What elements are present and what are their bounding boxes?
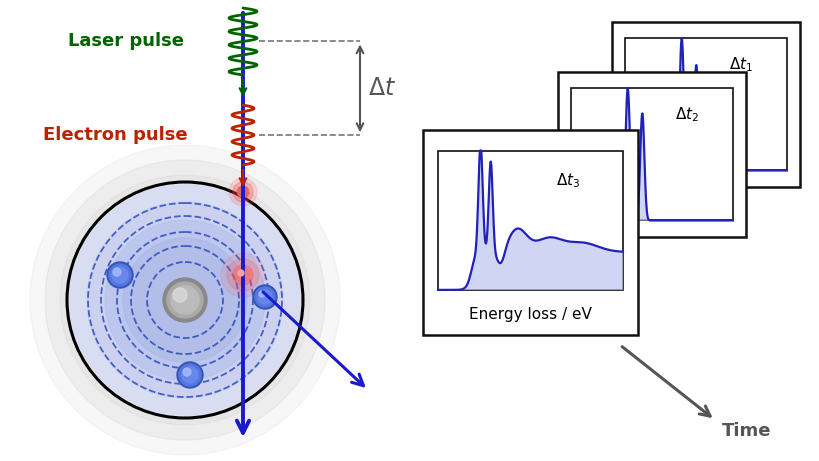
Circle shape: [236, 268, 250, 282]
Circle shape: [113, 268, 121, 276]
Circle shape: [30, 145, 340, 455]
Circle shape: [173, 288, 187, 302]
Circle shape: [258, 290, 272, 304]
Circle shape: [171, 286, 199, 314]
Text: $\Delta t$: $\Delta t$: [368, 76, 396, 100]
Circle shape: [259, 291, 265, 297]
Circle shape: [255, 287, 274, 307]
Circle shape: [179, 364, 201, 386]
Circle shape: [177, 362, 203, 388]
Circle shape: [167, 282, 203, 318]
Circle shape: [227, 259, 259, 291]
Circle shape: [109, 264, 131, 286]
Circle shape: [237, 186, 249, 198]
Bar: [437, 150, 622, 290]
Text: $\Delta t_1$: $\Delta t_1$: [727, 55, 752, 74]
Bar: [557, 72, 745, 237]
Text: $\Delta t_2$: $\Delta t_2$: [674, 105, 698, 124]
Polygon shape: [624, 39, 786, 171]
Circle shape: [87, 202, 283, 398]
Circle shape: [221, 253, 265, 297]
Text: Electron pulse: Electron pulse: [43, 126, 188, 144]
Polygon shape: [571, 89, 732, 220]
Circle shape: [233, 265, 253, 285]
Circle shape: [106, 262, 133, 288]
Bar: [624, 39, 786, 171]
Circle shape: [163, 278, 206, 322]
Circle shape: [233, 182, 253, 202]
Circle shape: [238, 187, 247, 197]
Circle shape: [112, 267, 128, 283]
Circle shape: [45, 160, 324, 440]
Circle shape: [238, 270, 244, 276]
Circle shape: [105, 220, 265, 380]
Bar: [423, 130, 637, 335]
Bar: [571, 89, 732, 220]
Text: Energy loss / eV: Energy loss / eV: [468, 307, 591, 322]
Bar: [611, 22, 799, 187]
Circle shape: [70, 185, 300, 415]
Circle shape: [253, 285, 277, 309]
Text: Laser pulse: Laser pulse: [68, 32, 183, 51]
Text: Time: Time: [721, 422, 771, 440]
Polygon shape: [437, 150, 622, 290]
Circle shape: [182, 367, 197, 383]
Text: $\Delta t_3$: $\Delta t_3$: [555, 171, 580, 189]
Circle shape: [183, 368, 191, 376]
Circle shape: [229, 178, 256, 206]
Circle shape: [60, 175, 310, 425]
Circle shape: [123, 238, 247, 362]
